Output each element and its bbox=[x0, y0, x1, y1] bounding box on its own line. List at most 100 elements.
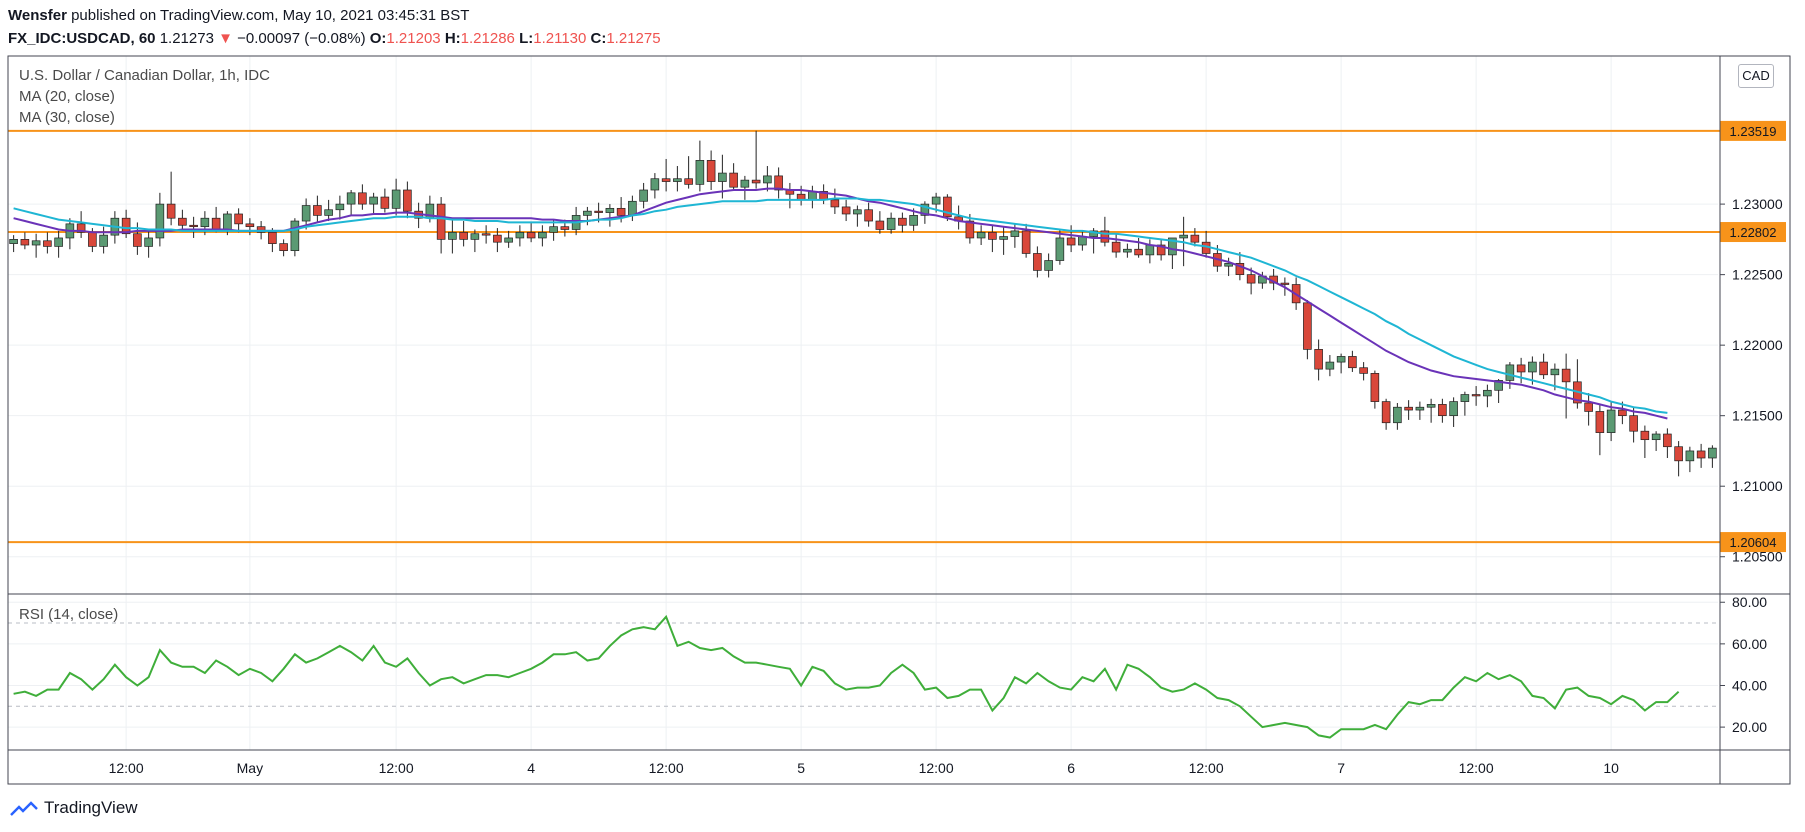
candle-body bbox=[639, 189, 648, 202]
published-text: published on TradingView.com, May 10, 20… bbox=[71, 7, 470, 24]
candle-body bbox=[1595, 411, 1605, 433]
candle-body bbox=[380, 196, 390, 209]
time-tick-label: 12:00 bbox=[1189, 760, 1224, 776]
open-value: 1.21203 bbox=[386, 30, 441, 47]
candle-body bbox=[616, 207, 626, 216]
candle-body bbox=[1156, 244, 1166, 256]
ma20-line bbox=[13, 187, 1668, 420]
candle-body bbox=[1393, 406, 1402, 424]
high-value: 1.21286 bbox=[460, 30, 515, 47]
candle-body bbox=[740, 179, 750, 188]
candle-body bbox=[346, 192, 356, 205]
price-tick-label: 1.21500 bbox=[1732, 408, 1783, 424]
candle-body bbox=[684, 178, 693, 185]
close-value: 1.21275 bbox=[606, 30, 661, 47]
candle-body bbox=[1415, 406, 1425, 411]
rsi-tick-label: 40.00 bbox=[1732, 677, 1767, 693]
candle-body bbox=[538, 231, 547, 239]
candle-body bbox=[403, 189, 412, 212]
candle-body bbox=[1123, 248, 1132, 253]
rsi-tick-label: 20.00 bbox=[1732, 719, 1767, 735]
candle-body bbox=[1550, 368, 1560, 376]
candle-body bbox=[166, 203, 176, 219]
candle-body bbox=[1505, 364, 1515, 381]
rsi-tick-label: 80.00 bbox=[1732, 594, 1767, 610]
publish-info: Wensfer published on TradingView.com, Ma… bbox=[8, 7, 469, 24]
candle-body bbox=[1708, 447, 1717, 459]
rsi-legend[interactable]: RSI (14, close) bbox=[19, 606, 119, 623]
candle-body bbox=[1224, 262, 1233, 267]
candle-body bbox=[223, 213, 232, 230]
candle-body bbox=[155, 203, 165, 239]
candle-body bbox=[1168, 237, 1177, 256]
time-tick-label: 5 bbox=[797, 760, 805, 776]
candle-body bbox=[436, 203, 446, 240]
level-label: 1.23519 bbox=[1730, 124, 1777, 139]
candle-body bbox=[279, 243, 288, 252]
close-label: C: bbox=[590, 30, 607, 47]
candle-body bbox=[1066, 237, 1076, 246]
candle-body bbox=[898, 217, 907, 226]
candle-body bbox=[391, 189, 401, 209]
candle-body bbox=[1179, 234, 1188, 239]
candle-body bbox=[583, 210, 592, 216]
time-tick-label: 7 bbox=[1337, 760, 1345, 776]
candle-body bbox=[301, 205, 311, 222]
horizontal-levels: 1.23519 1.22802 1.20604 bbox=[8, 120, 1786, 553]
rsi-line bbox=[13, 614, 1680, 739]
candle-body bbox=[999, 236, 1008, 240]
candle-body bbox=[1190, 234, 1200, 243]
candle-body bbox=[864, 209, 873, 222]
tradingview-logo[interactable]: TradingView bbox=[10, 798, 138, 818]
candle-body bbox=[99, 234, 108, 247]
candle-body bbox=[133, 233, 142, 247]
candle-body bbox=[54, 237, 63, 247]
candle-body bbox=[886, 217, 896, 230]
candle-body bbox=[605, 207, 615, 213]
candle-body bbox=[189, 224, 198, 228]
candle-body bbox=[1528, 361, 1537, 373]
candle-body bbox=[20, 239, 30, 246]
price-axis: 1.23000 1.22500 1.22000 1.21500 1.21000 1.205… bbox=[1720, 196, 1783, 735]
candle-body bbox=[493, 234, 502, 243]
candle-body bbox=[234, 213, 243, 225]
candle-body bbox=[1111, 241, 1121, 253]
price-tick-label: 1.20500 bbox=[1732, 549, 1783, 565]
ma20-legend[interactable]: MA (20, close) bbox=[19, 88, 115, 105]
last-price: 1.21273 bbox=[159, 30, 214, 47]
rsi-tick-label: 60.00 bbox=[1732, 636, 1767, 652]
candle-body bbox=[290, 220, 300, 252]
open-label: O: bbox=[369, 30, 387, 47]
candle-body bbox=[448, 231, 457, 240]
candle-body bbox=[976, 231, 986, 239]
candle-body bbox=[1516, 364, 1526, 373]
author-name[interactable]: Wensfer bbox=[8, 7, 67, 24]
candle-body bbox=[695, 160, 705, 185]
candle-body bbox=[526, 231, 536, 239]
ma30-line bbox=[13, 197, 1668, 414]
candle-body bbox=[1471, 394, 1481, 397]
candle-body bbox=[358, 192, 367, 205]
moving-averages bbox=[13, 187, 1668, 420]
candle-body bbox=[988, 231, 997, 240]
candle-body bbox=[1134, 248, 1143, 256]
candle-body bbox=[706, 160, 716, 182]
time-tick-label: 12:00 bbox=[919, 760, 954, 776]
candle-body bbox=[650, 178, 660, 191]
candle-body bbox=[1370, 373, 1380, 402]
candle-body bbox=[830, 199, 840, 208]
candle-body bbox=[853, 209, 862, 215]
time-axis: 12:00 May 12:00 4 12:00 5 12:00 6 12:00 7 12:00 10 bbox=[109, 760, 1620, 776]
ma30-legend[interactable]: MA (30, close) bbox=[19, 109, 115, 126]
candle-body bbox=[1426, 404, 1436, 408]
candle-body bbox=[1325, 361, 1335, 370]
candle-body bbox=[1404, 406, 1413, 411]
currency-unit-button[interactable]: CAD bbox=[1738, 64, 1774, 88]
chart-title: U.S. Dollar / Canadian Dollar, 1h, IDC bbox=[19, 67, 270, 84]
candle-body bbox=[909, 215, 918, 226]
candle-body bbox=[200, 217, 210, 228]
candle-body bbox=[1584, 402, 1593, 412]
candle-body bbox=[1449, 401, 1458, 417]
candle-body bbox=[1235, 262, 1245, 275]
